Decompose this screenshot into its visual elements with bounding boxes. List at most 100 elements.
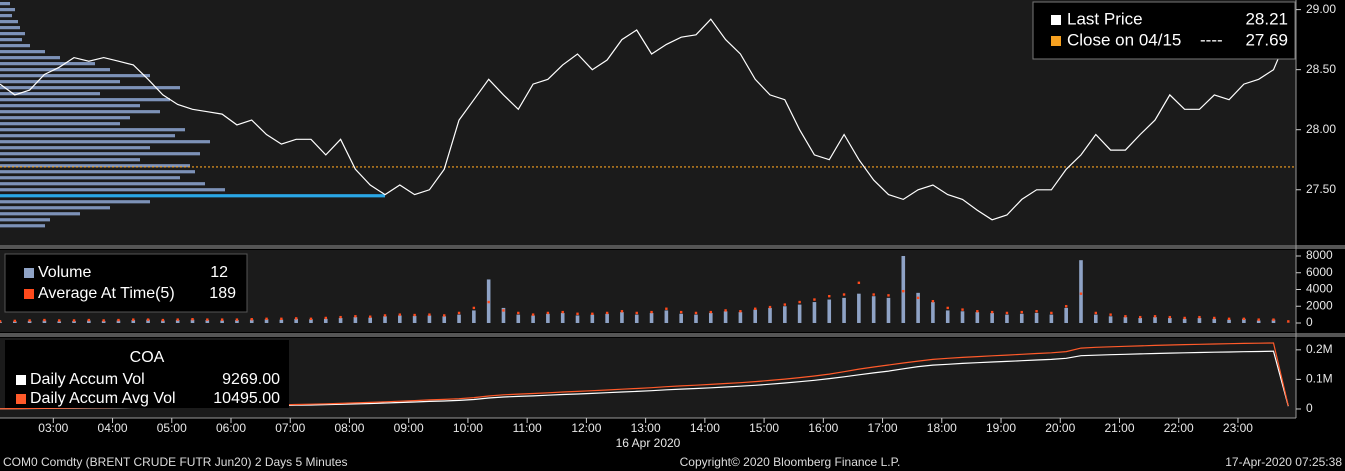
volume-profile-bar: [0, 218, 50, 222]
x-tick-label: 21:00: [1104, 421, 1134, 435]
avg-dot: [1050, 311, 1053, 315]
avg-dot: [1257, 318, 1260, 321]
volume-profile-bar: [0, 80, 120, 84]
volume-bar: [590, 314, 595, 323]
x-tick-label: 13:00: [631, 421, 661, 435]
legend-style-sample: ----: [1200, 30, 1223, 49]
accum-legend-box: [5, 340, 289, 408]
volume-profile-bar: [0, 20, 18, 24]
volume-bar: [13, 321, 17, 323]
avg-dot: [679, 310, 683, 314]
avg-dot: [13, 319, 17, 323]
x-tick-label: 16:00: [808, 421, 838, 435]
legend-value: 28.21: [1245, 9, 1288, 28]
volume-bar: [368, 317, 373, 323]
legend-value: 9269.00: [222, 371, 280, 388]
footer-right: 17-Apr-2020 07:25:38: [1225, 455, 1342, 469]
volume-bar: [279, 319, 284, 323]
volume-profile-bar: [0, 32, 25, 36]
avg-dot: [457, 311, 461, 315]
y-tick-label: 0: [1306, 315, 1313, 329]
volume-bar: [1034, 312, 1039, 323]
volume-bar: [753, 309, 758, 323]
volume-bar: [1271, 319, 1276, 323]
volume-bar: [960, 311, 965, 323]
volume-bar: [264, 319, 269, 323]
volume-bar: [294, 318, 298, 323]
x-tick-label: 23:00: [1223, 421, 1253, 435]
volume-bar: [353, 317, 358, 323]
volume-bar: [931, 302, 935, 323]
avg-dot: [265, 317, 268, 321]
volume-bar: [1227, 319, 1231, 323]
volume-bar: [975, 312, 980, 323]
volume-bar: [886, 297, 891, 323]
avg-dot: [709, 310, 712, 314]
volume-bar: [605, 313, 609, 323]
volume-profile-bar: [0, 188, 225, 192]
volume-bar: [42, 320, 47, 323]
avg-dot: [1183, 316, 1186, 320]
avg-dot: [428, 313, 431, 316]
x-tick-label: 11:00: [513, 421, 542, 435]
legend-swatch: [16, 375, 26, 385]
avg-dot: [872, 293, 875, 296]
avg-dot: [828, 294, 831, 298]
volume-bar: [516, 314, 521, 323]
volume-bar: [723, 311, 728, 323]
x-tick-label: 14:00: [690, 421, 720, 435]
volume-profile-bar: [0, 104, 140, 108]
volume-bar: [797, 304, 802, 323]
volume-profile-bar: [0, 116, 130, 120]
avg-dot: [472, 306, 476, 310]
volume-bar: [323, 318, 328, 323]
y-tick-label: 29.00: [1306, 2, 1336, 16]
x-tick-label: 15:00: [749, 421, 779, 435]
y-tick-label: 8000: [1306, 248, 1333, 262]
volume-bar: [1182, 318, 1187, 323]
avg-dot: [813, 298, 816, 301]
avg-dot: [842, 293, 846, 296]
avg-dot: [1079, 292, 1083, 295]
volume-bar: [531, 315, 535, 323]
volume-profile-bar: [0, 176, 180, 180]
avg-dot: [324, 316, 327, 320]
avg-dot: [339, 315, 342, 319]
avg-dot: [1227, 317, 1231, 321]
volume-profile-bar: [0, 200, 150, 204]
volume-bar: [1108, 316, 1113, 323]
x-tick-label: 22:00: [1164, 421, 1194, 435]
avg-dot: [117, 318, 120, 322]
avg-dot: [857, 281, 861, 284]
x-tick-label: 07:00: [275, 421, 305, 435]
avg-dot: [635, 311, 638, 315]
volume-bar: [427, 315, 432, 323]
volume-bar: [235, 320, 239, 323]
avg-dot: [902, 289, 905, 293]
avg-dot: [161, 318, 165, 322]
x-tick-label: 12:00: [571, 421, 601, 435]
volume-bar: [708, 312, 713, 323]
avg-dot: [1272, 318, 1275, 321]
line: [0, 18, 1289, 221]
avg-dot: [220, 318, 224, 321]
avg-dot: [1020, 310, 1023, 314]
avg-dot: [946, 306, 949, 310]
footer-center: Copyright© 2020 Bloomberg Finance L.P.: [680, 455, 901, 469]
avg-dot: [58, 319, 61, 322]
volume-bar: [383, 316, 387, 323]
avg-dot: [724, 309, 727, 312]
volume-bar: [871, 296, 876, 323]
volume-profile-bar: [0, 140, 210, 144]
avg-dot: [1153, 315, 1157, 318]
volume-profile-bar: [0, 146, 150, 150]
avg-dot: [354, 315, 357, 318]
volume-bar: [546, 313, 550, 323]
volume-bar: [679, 313, 683, 323]
avg-dot: [413, 313, 416, 317]
volume-bar: [1212, 318, 1217, 323]
volume-bar: [634, 314, 639, 323]
avg-dot: [28, 319, 31, 322]
